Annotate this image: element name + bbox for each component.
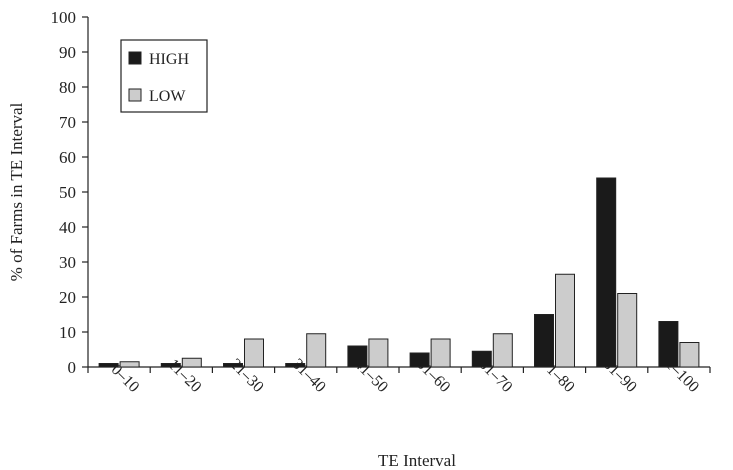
legend-swatch-high [128, 51, 142, 65]
x-axis-title: TE Interval [378, 451, 456, 470]
bar-high-3 [285, 363, 306, 368]
bar-low-9 [679, 342, 700, 368]
y-tick-label: 50 [59, 183, 76, 202]
bar-high-2 [223, 363, 243, 368]
bar-high-7 [534, 314, 554, 368]
y-axis-title: % of Farms in TE Interval [7, 102, 26, 281]
bar-high-1 [160, 363, 181, 368]
y-tick-label: 80 [59, 78, 76, 97]
bar-low-7 [555, 273, 575, 368]
x-axis: 0–10 11–20 21–30 31–40 41–50 51–60 61–70 71–80 8… [87, 350, 711, 396]
y-tick-label: 10 [59, 323, 76, 342]
legend: HIGH LOW [120, 39, 208, 113]
bar-low-0 [119, 361, 140, 368]
bar-low-5 [430, 338, 451, 368]
bar-high-0 [98, 363, 119, 368]
bar-high-4 [347, 345, 368, 368]
y-tick-label: 90 [59, 43, 76, 62]
bars [98, 177, 700, 368]
bar-high-9 [658, 321, 679, 368]
y-tick-label: 40 [59, 218, 76, 237]
y-tick-label: 60 [59, 148, 76, 167]
y-tick-label: 100 [51, 8, 77, 27]
y-axis: 0 10 20 30 40 50 60 70 80 90 100 [51, 8, 89, 377]
y-tick-label: 0 [68, 358, 77, 377]
bar-low-8 [617, 293, 638, 368]
legend-label-high: HIGH [149, 51, 189, 68]
bar-low-1 [181, 357, 202, 368]
bar-low-4 [368, 338, 389, 368]
legend-swatch-low [128, 88, 142, 102]
bar-high-5 [409, 352, 430, 368]
bar-low-2 [244, 338, 264, 368]
y-tick-label: 20 [59, 288, 76, 307]
bar-high-6 [471, 350, 492, 368]
y-tick-label: 70 [59, 113, 76, 132]
bar-low-3 [306, 333, 327, 368]
legend-label-low: LOW [149, 88, 186, 105]
y-tick-label: 30 [59, 253, 76, 272]
bar-low-6 [492, 333, 513, 368]
bar-high-8 [596, 177, 617, 368]
